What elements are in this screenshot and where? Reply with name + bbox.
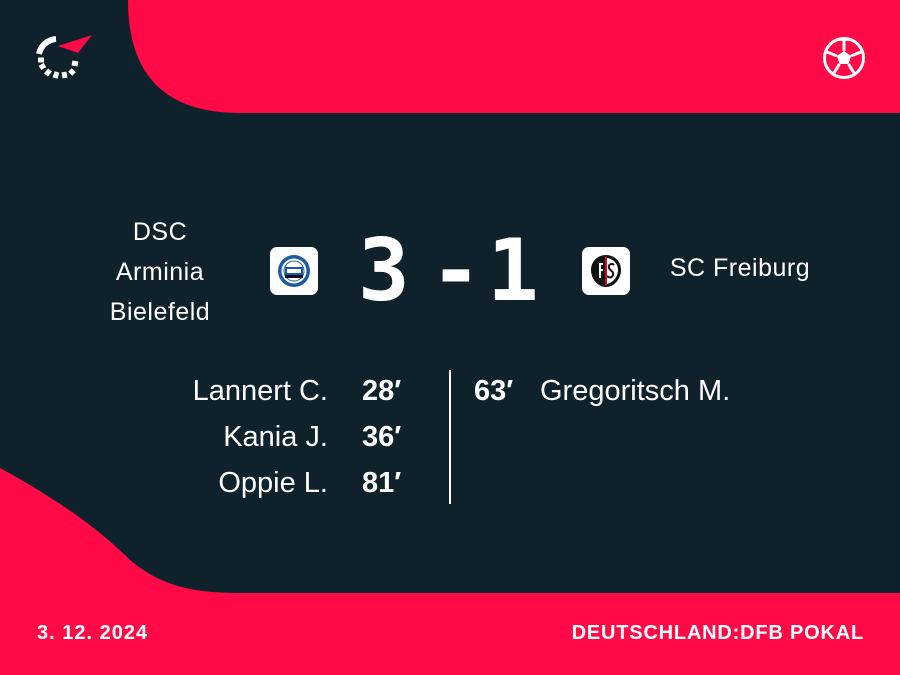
home-team-name-line: Arminia <box>115 258 205 286</box>
match-date: 3. 12. 2024 <box>37 622 149 644</box>
scorer-name: Gregoritsch M. <box>540 375 731 407</box>
arminia-bielefeld-crest <box>270 247 318 295</box>
home-scorer-row: Oppie L. 81′ <box>130 460 415 506</box>
scorer-name: Kania J. <box>223 421 328 453</box>
goal-minute: 81′ <box>362 467 402 499</box>
away-score: 1 <box>487 221 539 321</box>
freiburg-crest-icon <box>591 255 621 287</box>
soccer-ball-icon <box>823 37 865 79</box>
top-red-banner <box>128 0 900 113</box>
sc-freiburg-crest <box>582 247 630 295</box>
home-scorers-list: Lannert C. 28′ Kania J. 36′ Oppie L. 81′ <box>130 368 415 506</box>
home-scorer-row: Kania J. 36′ <box>130 414 415 460</box>
home-team-name-line: DSC <box>132 218 188 246</box>
away-scorer-row: 63′ Gregoritsch M. <box>474 368 794 414</box>
away-team-name: SC Freiburg <box>669 254 811 282</box>
flashscore-logo <box>36 35 92 79</box>
bottom-red-banner <box>0 468 900 675</box>
home-team-name: DSC Arminia Bielefeld <box>80 212 240 332</box>
home-scorer-row: Lannert C. 28′ <box>130 368 415 414</box>
goal-minute: 63′ <box>474 375 514 407</box>
away-scorers-list: 63′ Gregoritsch M. <box>474 368 794 414</box>
home-team-name-line: Bielefeld <box>109 298 211 326</box>
score-separator: - <box>430 221 482 321</box>
competition-name: DEUTSCHLAND:DFB POKAL <box>571 622 864 644</box>
goal-minute: 36′ <box>362 421 402 453</box>
arminia-crest-icon <box>278 255 310 287</box>
goal-minute: 28′ <box>362 375 402 407</box>
scorer-name: Lannert C. <box>192 375 328 407</box>
scorer-name: Oppie L. <box>218 467 328 499</box>
home-score: 3 <box>358 221 410 321</box>
scorers-divider <box>449 370 451 504</box>
